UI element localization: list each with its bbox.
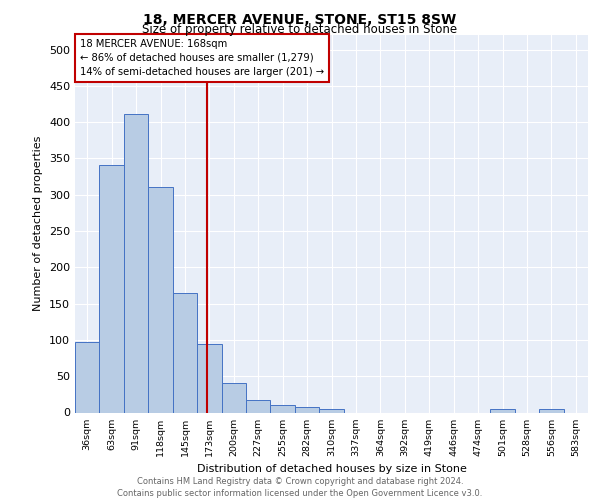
Y-axis label: Number of detached properties: Number of detached properties [34,136,43,312]
X-axis label: Distribution of detached houses by size in Stone: Distribution of detached houses by size … [197,464,466,474]
Bar [100,165,124,412]
Bar [124,114,148,412]
Text: Size of property relative to detached houses in Stone: Size of property relative to detached ho… [142,24,458,36]
Bar [75,342,100,412]
Bar [319,409,344,412]
Text: 18 MERCER AVENUE: 168sqm
← 86% of detached houses are smaller (1,279)
14% of sem: 18 MERCER AVENUE: 168sqm ← 86% of detach… [80,39,324,77]
Text: Contains HM Land Registry data © Crown copyright and database right 2024.
Contai: Contains HM Land Registry data © Crown c… [118,476,482,498]
Bar [539,409,563,412]
Text: 18, MERCER AVENUE, STONE, ST15 8SW: 18, MERCER AVENUE, STONE, ST15 8SW [143,12,457,26]
Bar [490,409,515,412]
Bar [221,382,246,412]
Bar [295,406,319,412]
Bar [197,344,221,412]
Bar [148,188,173,412]
Bar [173,294,197,412]
Bar [271,405,295,412]
Bar [246,400,271,412]
